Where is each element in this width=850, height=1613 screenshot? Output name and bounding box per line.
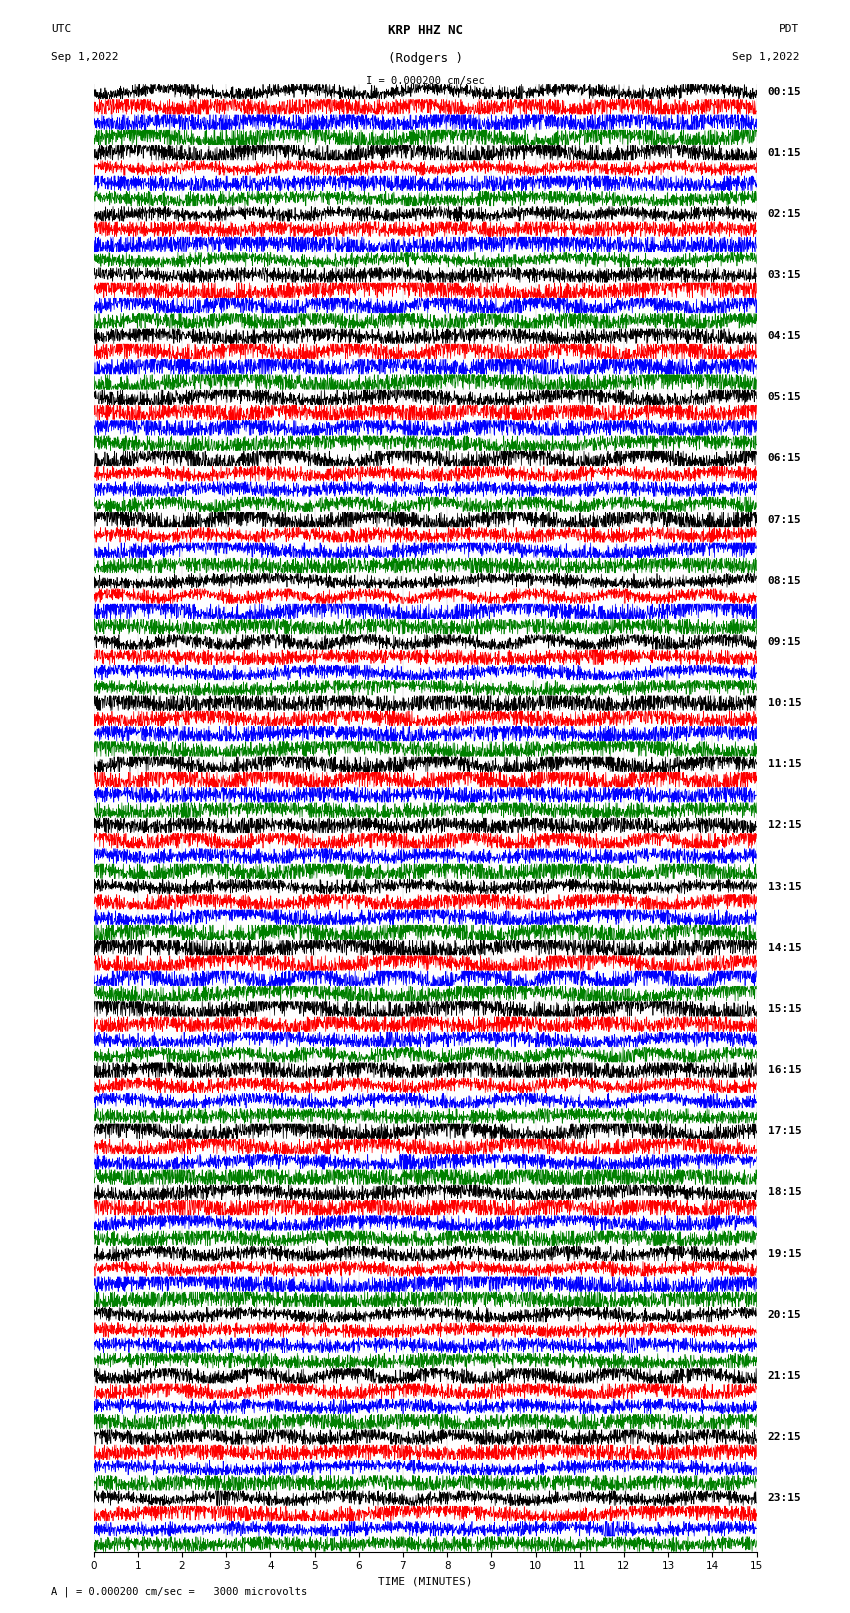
Text: I = 0.000200 cm/sec: I = 0.000200 cm/sec <box>366 76 484 85</box>
Text: KRP HHZ NC: KRP HHZ NC <box>388 24 462 37</box>
Text: 20:15: 20:15 <box>768 1310 802 1319</box>
Text: 10:15: 10:15 <box>768 698 802 708</box>
Text: 14:15: 14:15 <box>768 942 802 953</box>
Text: 12:15: 12:15 <box>768 821 802 831</box>
Text: 06:15: 06:15 <box>768 453 802 463</box>
Text: 22:15: 22:15 <box>768 1432 802 1442</box>
Text: 21:15: 21:15 <box>768 1371 802 1381</box>
Text: 19:15: 19:15 <box>768 1248 802 1258</box>
Text: 02:15: 02:15 <box>768 208 802 219</box>
Text: Sep 1,2022: Sep 1,2022 <box>732 52 799 61</box>
Text: 00:15: 00:15 <box>768 87 802 97</box>
Text: 18:15: 18:15 <box>768 1187 802 1197</box>
Text: 01:15: 01:15 <box>768 148 802 158</box>
Text: (Rodgers ): (Rodgers ) <box>388 52 462 65</box>
Text: 08:15: 08:15 <box>768 576 802 586</box>
Text: 03:15: 03:15 <box>768 269 802 281</box>
Text: 23:15: 23:15 <box>768 1494 802 1503</box>
Text: Sep 1,2022: Sep 1,2022 <box>51 52 118 61</box>
Text: 05:15: 05:15 <box>768 392 802 402</box>
Text: PDT: PDT <box>779 24 799 34</box>
Text: 13:15: 13:15 <box>768 882 802 892</box>
Text: 04:15: 04:15 <box>768 331 802 342</box>
Text: 16:15: 16:15 <box>768 1065 802 1076</box>
Text: A | = 0.000200 cm/sec =   3000 microvolts: A | = 0.000200 cm/sec = 3000 microvolts <box>51 1586 307 1597</box>
Text: 09:15: 09:15 <box>768 637 802 647</box>
Text: 11:15: 11:15 <box>768 760 802 769</box>
Text: 15:15: 15:15 <box>768 1003 802 1015</box>
X-axis label: TIME (MINUTES): TIME (MINUTES) <box>377 1578 473 1587</box>
Text: 17:15: 17:15 <box>768 1126 802 1136</box>
Text: 07:15: 07:15 <box>768 515 802 524</box>
Text: UTC: UTC <box>51 24 71 34</box>
